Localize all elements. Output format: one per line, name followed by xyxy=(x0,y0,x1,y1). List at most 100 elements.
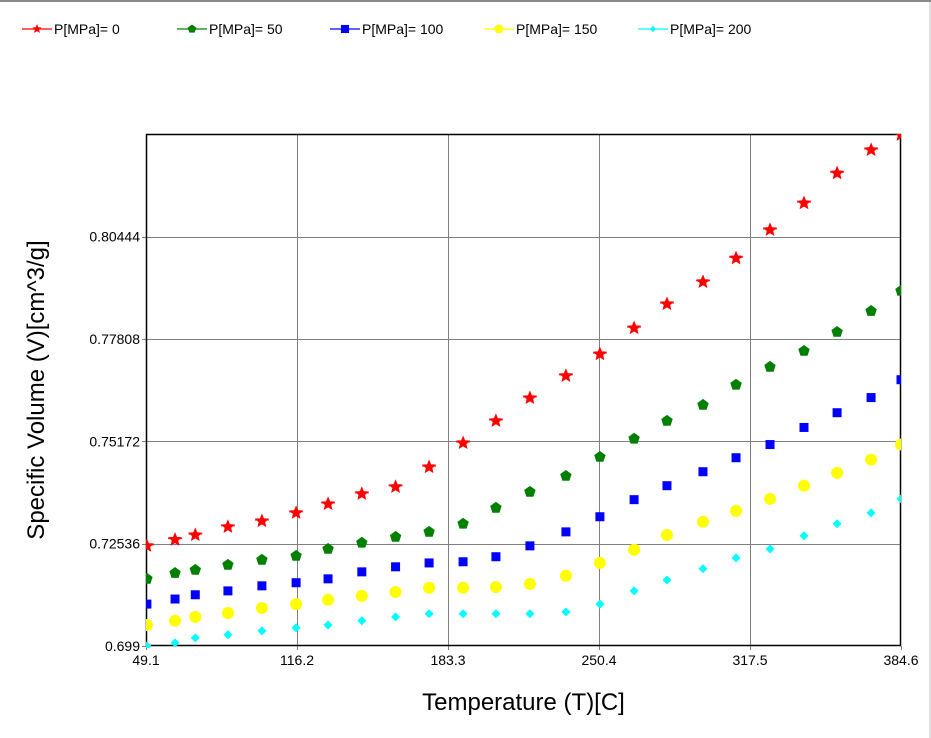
data-point xyxy=(896,494,901,504)
legend-label: P[MPa]= 150 xyxy=(516,21,598,37)
data-point xyxy=(559,569,572,582)
data-point xyxy=(423,525,435,537)
data-point xyxy=(560,470,572,481)
legend-label: P[MPa]= 200 xyxy=(670,21,752,37)
data-point xyxy=(594,451,606,462)
data-point xyxy=(629,586,639,596)
data-point xyxy=(457,581,470,594)
window-right-border xyxy=(929,2,931,738)
data-point xyxy=(895,134,901,141)
legend-label: P[MPa]= 0 xyxy=(54,21,120,37)
data-point xyxy=(698,564,708,574)
data-point xyxy=(290,598,303,611)
data-point xyxy=(357,567,367,577)
data-point xyxy=(223,586,233,596)
data-point xyxy=(696,515,709,528)
data-point xyxy=(731,453,741,463)
data-point xyxy=(595,599,605,609)
data-point xyxy=(524,485,536,497)
data-point xyxy=(764,360,776,372)
legend-item: P[MPa]= 150 xyxy=(484,19,597,39)
data-point xyxy=(257,581,267,591)
data-point xyxy=(169,567,181,578)
legend-label: P[MPa]= 100 xyxy=(362,21,444,37)
data-point xyxy=(832,408,842,418)
data-point xyxy=(221,607,234,620)
data-point xyxy=(458,609,468,619)
legend-item: P[MPa]= 50 xyxy=(177,19,283,39)
y-tick-label: 0.75172 xyxy=(89,433,140,449)
data-point xyxy=(628,432,640,444)
series-1 xyxy=(146,284,901,584)
data-point xyxy=(865,305,877,316)
data-point xyxy=(525,609,535,619)
data-point xyxy=(697,398,709,410)
x-tick-label: 317.5 xyxy=(732,652,767,668)
data-point xyxy=(765,440,775,450)
data-point xyxy=(491,552,501,562)
data-point xyxy=(424,609,434,619)
data-point xyxy=(831,326,843,337)
data-point xyxy=(895,438,901,451)
data-point xyxy=(257,626,267,636)
data-point xyxy=(832,519,842,529)
star-marker-icon xyxy=(22,24,52,33)
data-point xyxy=(765,544,775,554)
plot-area xyxy=(146,134,901,646)
data-point xyxy=(730,378,742,390)
legend-label: P[MPa]= 50 xyxy=(209,21,283,37)
data-point xyxy=(323,620,333,630)
legend-marker xyxy=(187,24,197,33)
data-point xyxy=(255,601,268,614)
legend-marker xyxy=(340,24,350,34)
data-point xyxy=(489,580,502,593)
data-point xyxy=(357,616,367,626)
x-axis-title: Temperature (T)[C] xyxy=(422,689,625,716)
data-point xyxy=(389,586,402,599)
data-point xyxy=(291,578,301,588)
data-point xyxy=(730,504,743,517)
window-top-border xyxy=(0,0,931,2)
x-tick-label: 49.1 xyxy=(132,652,159,668)
data-point xyxy=(146,619,153,632)
data-point xyxy=(525,541,535,551)
series-2 xyxy=(146,375,901,609)
y-tick-label: 0.80444 xyxy=(89,229,140,245)
data-point xyxy=(389,530,402,542)
data-point xyxy=(190,633,200,643)
legend-item: P[MPa]= 100 xyxy=(330,19,443,39)
data-point xyxy=(146,572,153,584)
data-point xyxy=(866,508,876,518)
data-point xyxy=(523,577,536,590)
plot-border xyxy=(145,133,902,647)
data-point xyxy=(322,543,334,554)
square-marker-icon xyxy=(330,24,360,34)
data-point xyxy=(424,558,434,568)
data-point xyxy=(356,536,368,548)
data-point xyxy=(291,623,301,633)
data-point xyxy=(190,590,200,600)
data-point xyxy=(322,593,335,606)
series-4 xyxy=(146,494,901,648)
data-point xyxy=(629,495,639,505)
data-point xyxy=(661,414,673,426)
y-tick-label: 0.699 xyxy=(105,638,140,654)
y-tick-label: 0.72536 xyxy=(89,536,140,552)
data-point xyxy=(866,393,876,403)
data-point xyxy=(798,479,811,492)
legend-item: P[MPa]= 200 xyxy=(638,19,751,39)
data-point xyxy=(222,558,234,570)
x-tick-label: 250.4 xyxy=(581,652,616,668)
diamond-marker-icon xyxy=(638,25,668,33)
data-point xyxy=(895,284,901,296)
data-point xyxy=(391,612,401,622)
pentagon-marker-icon xyxy=(177,24,207,33)
data-point xyxy=(423,581,436,594)
data-point xyxy=(458,557,468,567)
data-point xyxy=(799,422,809,432)
data-point xyxy=(662,481,672,491)
data-point xyxy=(798,345,810,356)
data-point xyxy=(146,641,152,648)
data-point xyxy=(170,594,180,604)
